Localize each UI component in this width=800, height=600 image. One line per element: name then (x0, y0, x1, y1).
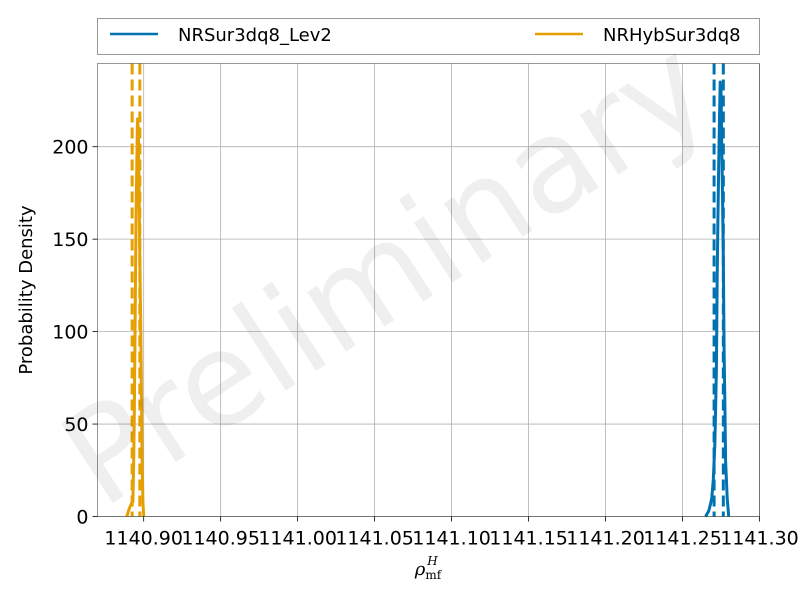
x-tick-label: 1141.20 (566, 528, 645, 550)
x-axis-label-sub: mf (425, 568, 442, 582)
x-axis-label-main: ρ (414, 559, 426, 580)
series-2-density-line (125, 117, 146, 517)
y-tick-label: 150 (52, 229, 88, 251)
legend: NRSur3dq8_Lev2 NRHybSur3dq8 (97, 18, 760, 55)
x-axis-label-sup: H (426, 554, 438, 568)
y-tick-label: 0 (76, 507, 88, 529)
x-tick-label: 1141.10 (412, 528, 491, 550)
x-tick-label: 1141.25 (643, 528, 722, 550)
series-1-density-line (704, 80, 731, 518)
x-tick-label: 1140.90 (104, 528, 183, 550)
y-axis-label: Probability Density (16, 205, 37, 375)
x-tick-label: 1141.30 (720, 528, 799, 550)
y-tick-label: 50 (64, 414, 88, 436)
x-tick-label: 1141.05 (335, 528, 414, 550)
legend-label-series-2: NRHybSur3dq8 (603, 25, 741, 46)
axes-frame (97, 63, 760, 517)
x-axis-label: ρmfH (414, 554, 443, 582)
x-tick-label: 1140.95 (181, 528, 260, 550)
x-tick-label: 1141.15 (489, 528, 568, 550)
y-tick-label: 200 (52, 137, 88, 159)
x-tick-label: 1141.00 (258, 528, 337, 550)
legend-label-series-1: NRSur3dq8_Lev2 (178, 25, 332, 46)
y-tick-label: 100 (52, 322, 88, 344)
